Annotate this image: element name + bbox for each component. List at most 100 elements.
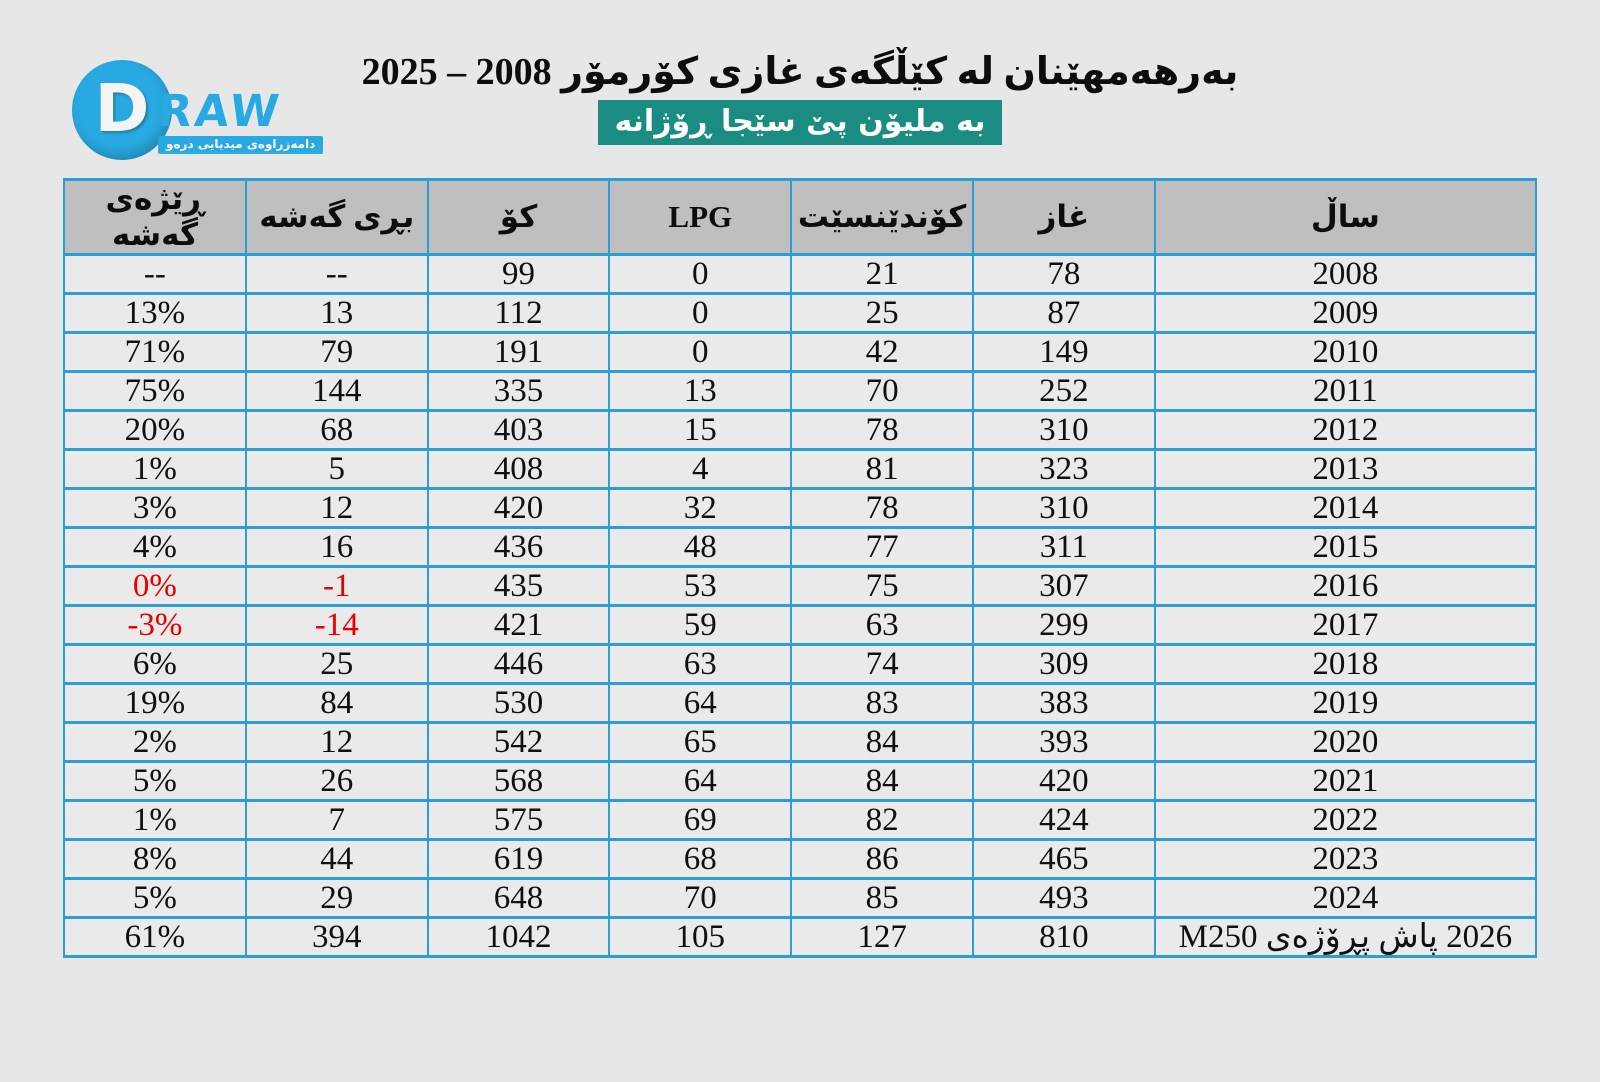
page-title: بەرهەمهێنان لە کێڵگەی غازی کۆرمۆر 2008 –… <box>361 51 1239 93</box>
cell-condensate: 63 <box>790 604 974 646</box>
cell-gas: 299 <box>971 604 1156 646</box>
cell-growth_pct: 19% <box>63 682 247 724</box>
cell-gas: 78 <box>971 253 1156 295</box>
cell-year: 2010 <box>1153 331 1538 373</box>
cell-condensate: 75 <box>790 565 974 607</box>
draw-logo-tagline: دامەزراوەی میدیایی درەو <box>158 136 324 155</box>
cell-year: 2023 <box>1153 838 1538 880</box>
draw-logo-letter: D <box>94 69 150 147</box>
cell-lpg: 59 <box>608 604 793 646</box>
subtitle-wrap: بە ملیۆن پێ سێجا ڕۆژانە <box>0 99 1600 145</box>
cell-growth_pct: 3% <box>63 487 247 529</box>
table-row: 2019 383 83 64 530 84 19% <box>63 682 1538 724</box>
cell-lpg: 64 <box>608 760 793 802</box>
cell-condensate: 86 <box>790 838 974 880</box>
cell-total: 335 <box>426 370 611 412</box>
cell-condensate: 78 <box>790 487 974 529</box>
cell-growth: 12 <box>244 487 429 529</box>
cell-total: 112 <box>426 292 611 334</box>
cell-growth_pct: 61% <box>63 916 247 958</box>
cell-gas: 810 <box>971 916 1156 958</box>
cell-gas: 311 <box>971 526 1156 568</box>
cell-growth_pct: 20% <box>63 409 247 451</box>
cell-lpg: 15 <box>608 409 793 451</box>
cell-gas: 393 <box>971 721 1156 763</box>
cell-growth: 13 <box>244 292 429 334</box>
cell-growth_pct: 5% <box>63 760 247 802</box>
table-row: 2023 465 86 68 619 44 8% <box>63 838 1538 880</box>
cell-condensate: 21 <box>790 253 974 295</box>
table-row: 2012 310 78 15 403 68 20% <box>63 409 1538 451</box>
cell-growth: 79 <box>244 331 429 373</box>
table-row: 2013 323 81 4 408 5 1% <box>63 448 1538 490</box>
cell-growth: 394 <box>244 916 429 958</box>
cell-lpg: 68 <box>608 838 793 880</box>
cell-growth: -14 <box>244 604 429 646</box>
cell-gas: 310 <box>971 487 1156 529</box>
cell-growth_pct: 2% <box>63 721 247 763</box>
cell-condensate: 85 <box>790 877 974 919</box>
table-body: 2008 78 21 0 99 -- -- 2009 87 25 0 112 13 13% 2010 149 4… <box>63 253 1538 958</box>
cell-lpg: 64 <box>608 682 793 724</box>
cell-growth: 144 <box>244 370 429 412</box>
cell-lpg: 4 <box>608 448 793 490</box>
cell-growth: 26 <box>244 760 429 802</box>
cell-growth_pct: -3% <box>63 604 247 646</box>
cell-year: 2011 <box>1153 370 1538 412</box>
column-header-total: کۆ <box>426 178 611 256</box>
cell-total: 436 <box>426 526 611 568</box>
cell-year: 2013 <box>1153 448 1538 490</box>
cell-gas: 383 <box>971 682 1156 724</box>
cell-growth: 29 <box>244 877 429 919</box>
table-row: 2010 149 42 0 191 79 71% <box>63 331 1538 373</box>
table-row: 2022 424 82 69 575 7 1% <box>63 799 1538 841</box>
cell-year: 2022 <box>1153 799 1538 841</box>
cell-total: 575 <box>426 799 611 841</box>
table-row: 2024 493 85 70 648 29 5% <box>63 877 1538 919</box>
production-table: ساڵ غاز کۆندێنسێت LPG کۆ بڕی گەشە ڕێژەی گەشە 2… <box>63 178 1538 958</box>
cell-year: 2018 <box>1153 643 1538 685</box>
cell-total: 648 <box>426 877 611 919</box>
cell-year: 2014 <box>1153 487 1538 529</box>
cell-total: 1042 <box>426 916 611 958</box>
table-row: 2020 393 84 65 542 12 2% <box>63 721 1538 763</box>
column-header-lpg: LPG <box>608 178 793 256</box>
cell-growth: -- <box>244 253 429 295</box>
cell-growth_pct: 75% <box>63 370 247 412</box>
cell-lpg: 105 <box>608 916 793 958</box>
table-row: 2011 252 70 13 335 144 75% <box>63 370 1538 412</box>
table-row: 2008 78 21 0 99 -- -- <box>63 253 1538 295</box>
column-header-year: ساڵ <box>1153 178 1538 256</box>
cell-lpg: 48 <box>608 526 793 568</box>
page-subtitle: بە ملیۆن پێ سێجا ڕۆژانە <box>598 99 1002 145</box>
cell-condensate: 42 <box>790 331 974 373</box>
cell-year: 2026 پاش پڕۆژەی M250 <box>1153 916 1538 958</box>
cell-condensate: 81 <box>790 448 974 490</box>
cell-lpg: 70 <box>608 877 793 919</box>
cell-lpg: 65 <box>608 721 793 763</box>
cell-growth_pct: 0% <box>63 565 247 607</box>
table-row: 2015 311 77 48 436 16 4% <box>63 526 1538 568</box>
cell-growth_pct: 6% <box>63 643 247 685</box>
cell-gas: 252 <box>971 370 1156 412</box>
cell-gas: 310 <box>971 409 1156 451</box>
cell-condensate: 74 <box>790 643 974 685</box>
table-row: 2014 310 78 32 420 12 3% <box>63 487 1538 529</box>
cell-total: 530 <box>426 682 611 724</box>
draw-logo-wordmark: RAW <box>155 86 285 137</box>
cell-total: 542 <box>426 721 611 763</box>
cell-year: 2009 <box>1153 292 1538 334</box>
table-row: 2018 309 74 63 446 25 6% <box>63 643 1538 685</box>
cell-lpg: 63 <box>608 643 793 685</box>
cell-condensate: 82 <box>790 799 974 841</box>
cell-lpg: 69 <box>608 799 793 841</box>
cell-growth_pct: 71% <box>63 331 247 373</box>
cell-growth: 68 <box>244 409 429 451</box>
cell-lpg: 53 <box>608 565 793 607</box>
cell-total: 99 <box>426 253 611 295</box>
cell-gas: 323 <box>971 448 1156 490</box>
titles-block: بەرهەمهێنان لە کێڵگەی غازی کۆرمۆر 2008 –… <box>0 0 1600 145</box>
cell-total: 191 <box>426 331 611 373</box>
cell-lpg: 32 <box>608 487 793 529</box>
cell-lpg: 0 <box>608 331 793 373</box>
